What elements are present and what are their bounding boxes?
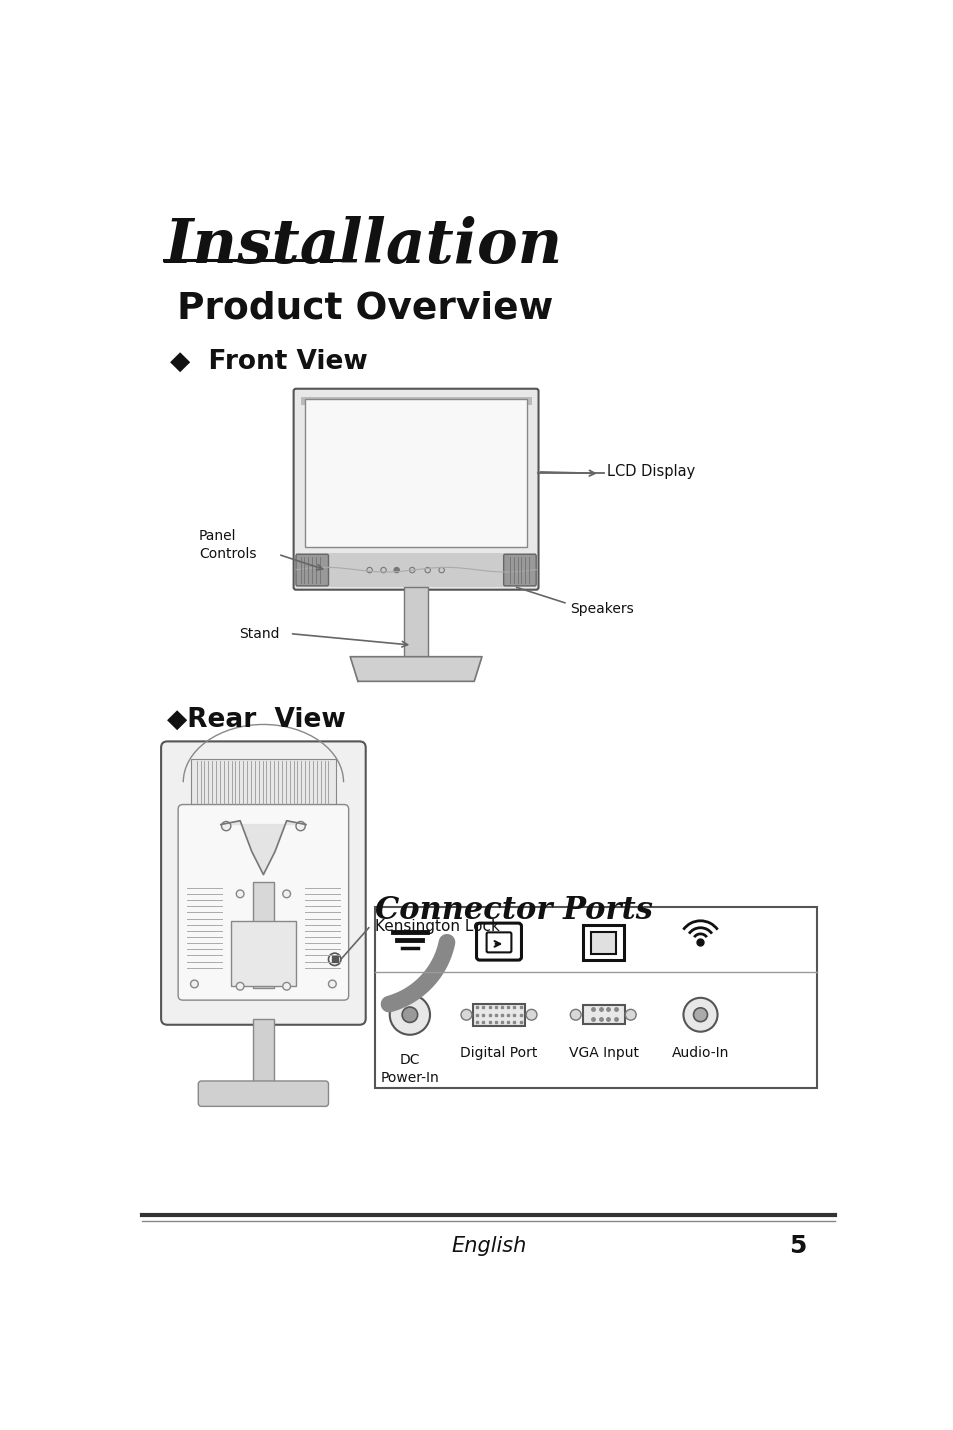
Bar	[403, 588, 428, 656]
Text: Panel
Controls: Panel Controls	[199, 529, 256, 561]
FancyBboxPatch shape	[198, 1081, 328, 1107]
Bar	[305, 399, 526, 546]
Circle shape	[570, 1010, 580, 1020]
Bar	[231, 921, 295, 987]
Bar	[582, 1005, 624, 1024]
FancyBboxPatch shape	[295, 555, 328, 586]
Circle shape	[328, 954, 340, 965]
Text: English: English	[451, 1236, 526, 1256]
Text: 5: 5	[788, 1234, 805, 1258]
Circle shape	[221, 821, 231, 831]
Text: Speakers: Speakers	[570, 602, 634, 616]
Circle shape	[460, 1010, 472, 1020]
Circle shape	[402, 1007, 417, 1022]
Bar	[375, 907, 816, 1088]
Bar	[583, 925, 623, 960]
Text: Connector Ports: Connector Ports	[375, 895, 652, 927]
Circle shape	[682, 998, 717, 1031]
Circle shape	[328, 980, 335, 988]
FancyBboxPatch shape	[178, 805, 348, 1000]
FancyBboxPatch shape	[503, 555, 536, 586]
Text: Kensington Lock: Kensington Lock	[375, 918, 499, 934]
Circle shape	[693, 1008, 707, 1021]
Circle shape	[282, 889, 291, 898]
Text: LCD Display: LCD Display	[607, 465, 695, 479]
FancyBboxPatch shape	[476, 924, 521, 960]
Text: Product Overview: Product Overview	[177, 290, 553, 327]
Text: ◆  Front View: ◆ Front View	[170, 349, 367, 375]
Polygon shape	[350, 656, 481, 681]
Bar	[253, 882, 274, 988]
Circle shape	[236, 889, 244, 898]
Circle shape	[236, 982, 244, 990]
Circle shape	[394, 568, 399, 573]
Text: DC
Power-In: DC Power-In	[380, 1054, 438, 1084]
Bar	[591, 932, 616, 954]
Text: Installation: Installation	[164, 216, 562, 276]
Circle shape	[191, 980, 198, 988]
Circle shape	[282, 982, 291, 990]
Bar	[191, 759, 335, 805]
FancyBboxPatch shape	[161, 741, 365, 1025]
Polygon shape	[220, 821, 306, 875]
Text: Stand: Stand	[239, 626, 279, 641]
Bar	[295, 553, 536, 588]
Text: Audio-In: Audio-In	[671, 1045, 728, 1060]
Text: VGA Input: VGA Input	[568, 1045, 638, 1060]
FancyBboxPatch shape	[486, 932, 511, 952]
Circle shape	[390, 995, 430, 1035]
Text: ◆Rear  View: ◆Rear View	[167, 706, 346, 732]
Circle shape	[525, 1010, 537, 1020]
Bar	[300, 398, 531, 405]
Circle shape	[624, 1010, 636, 1020]
Bar	[472, 1004, 525, 1025]
Text: Digital Port: Digital Port	[460, 1045, 537, 1060]
Bar	[253, 1018, 274, 1084]
FancyBboxPatch shape	[294, 389, 537, 589]
Circle shape	[295, 821, 305, 831]
